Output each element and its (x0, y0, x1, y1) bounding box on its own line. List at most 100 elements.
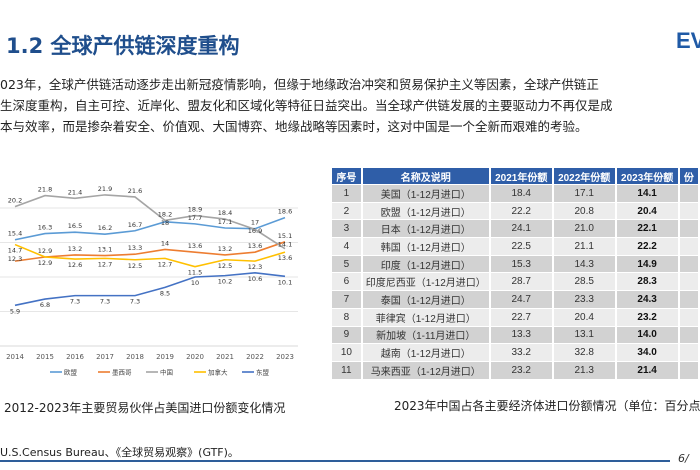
data-label: 12.3 (248, 263, 262, 271)
legend-label: 墨西哥 (112, 369, 132, 377)
table-cell-truncated (679, 344, 698, 361)
column-header: 序号 (332, 168, 361, 184)
table-cell: 14.3 (553, 255, 615, 273)
data-label: 5.9 (10, 307, 20, 315)
legend-label: 中国 (160, 368, 173, 377)
x-tick-label: 2018 (126, 353, 144, 361)
data-label: 18.9 (188, 206, 202, 214)
paragraph-line: 023年，全球产供链活动逐步走出新冠疫情影响，但缘于地缘政治冲突和贸易保护主义等… (0, 77, 599, 92)
data-label: 13.6 (278, 254, 292, 262)
data-label: 16.3 (38, 224, 52, 232)
table-cell: 18.4 (490, 185, 552, 202)
data-label: 18.4 (218, 209, 232, 217)
table-cell: 5 (332, 255, 361, 273)
data-label: 7.3 (100, 298, 110, 306)
table-row: 6 印度尼西亚（1-12月进口） 28.7 28.5 28.3 (332, 273, 698, 291)
table-cell: 23.2 (490, 361, 552, 379)
table-cell: 9 (332, 326, 361, 344)
table-cell: 20.4 (553, 308, 615, 326)
data-label: 13.3 (128, 244, 142, 252)
brand-logo: EV (676, 28, 700, 53)
table-row: 8 菲律宾（1-12月进口） 22.7 20.4 23.2 (332, 308, 698, 326)
table-cell: 15.3 (490, 255, 552, 273)
table-cell: 泰国（1-12月进口） (362, 291, 489, 308)
x-tick-label: 2016 (66, 353, 84, 361)
table-cell: 欧盟（1-12月进口） (362, 202, 489, 220)
table-cell: 21.3 (553, 361, 615, 379)
data-label: 12.7 (158, 260, 172, 268)
data-label: 21.9 (98, 185, 112, 193)
data-label: 10 (191, 279, 199, 287)
data-label: 12.9 (38, 247, 52, 255)
table-cell: 印度（1-12月进口） (362, 255, 489, 273)
legend-label: 加拿大 (208, 368, 228, 377)
data-label: 13.2 (218, 245, 232, 253)
data-label: 13.2 (68, 245, 82, 253)
table-cell: 6 (332, 273, 361, 291)
data-label: 14.1 (278, 240, 292, 248)
table-cell: 21.1 (553, 238, 615, 255)
table-row: 3 日本（1-12月进口） 24.1 21.0 22.1 (332, 220, 698, 238)
table-cell: 22.7 (490, 308, 552, 326)
table-row: 1 美国（1-12月进口） 18.4 17.1 14.1 (332, 185, 698, 202)
table-row: 9 新加坡（1-11月进口） 13.3 13.1 14.0 (332, 326, 698, 344)
intro-paragraph: 023年，全球产供链活动逐步走出新冠疫情影响，但缘于地缘政治冲突和贸易保护主义等… (0, 74, 700, 137)
data-label: 14.7 (8, 247, 22, 255)
table-cell: 韩国（1-12月进口） (362, 238, 489, 255)
table-cell: 2 (332, 202, 361, 220)
page-number: 6/ (678, 452, 689, 465)
data-label: 16.2 (98, 224, 112, 232)
data-label: 21.4 (68, 188, 82, 196)
data-label: 21.8 (38, 186, 52, 194)
table-cell: 14.9 (616, 255, 678, 273)
table-cell-truncated (679, 361, 698, 379)
table-cell: 24.7 (490, 291, 552, 308)
table-cell: 28.3 (616, 273, 678, 291)
table-cell-truncated (679, 326, 698, 344)
us-import-share-line-chart: 2014 2015 2016 2017 2018 2019 2020 2021 2022 2023… (0, 185, 298, 377)
footer-divider (0, 460, 670, 462)
data-label: 15.1 (278, 232, 292, 240)
table-cell: 1 (332, 185, 361, 202)
data-label: 11.5 (188, 269, 202, 277)
legend-label: 欧盟 (64, 368, 78, 377)
table-header-row: 序号 名称及说明 2021年份额 2022年份额 2023年份额份 (332, 168, 698, 184)
data-label: 12.7 (98, 260, 112, 268)
table-cell: 28.7 (490, 273, 552, 291)
table-cell: 4 (332, 238, 361, 255)
column-header: 2023年份额 (616, 168, 678, 184)
data-label: 7.3 (130, 298, 140, 306)
data-label: 8.5 (160, 289, 170, 297)
data-label: 12.5 (128, 262, 142, 270)
table-cell: 23.3 (553, 291, 615, 308)
table-cell: 14.1 (616, 185, 678, 202)
x-tick-label: 2023 (276, 353, 294, 361)
x-tick-label: 2020 (186, 353, 204, 361)
data-label: 10.1 (278, 278, 292, 286)
data-label: 12.9 (38, 259, 52, 267)
table-cell: 22.2 (490, 202, 552, 220)
column-header: 份 (679, 168, 698, 184)
data-label: 16.7 (128, 221, 142, 229)
table-row: 4 韩国（1-12月进口） 22.5 21.1 22.2 (332, 238, 698, 255)
table-cell: 14.0 (616, 326, 678, 344)
table-cell-truncated (679, 185, 698, 202)
table-cell: 21.4 (616, 361, 678, 379)
table-cell: 22.2 (616, 238, 678, 255)
data-label: 18.2 (158, 210, 172, 218)
table-cell: 7 (332, 291, 361, 308)
data-label: 18.6 (278, 208, 292, 216)
x-tick-label: 2017 (96, 353, 114, 361)
table-cell: 马来西亚（1-12月进口） (362, 361, 489, 379)
table-row: 2 欧盟（1-12月进口） 22.2 20.8 20.4 (332, 202, 698, 220)
x-tick-label: 2022 (246, 353, 264, 361)
table-cell: 17.1 (553, 185, 615, 202)
table-cell: 印度尼西亚（1-12月进口） (362, 273, 489, 291)
table-cell-truncated (679, 291, 698, 308)
table-cell: 22.1 (616, 220, 678, 238)
data-label: 10.6 (248, 275, 262, 283)
data-label: 12.5 (218, 262, 232, 270)
data-label: 13.6 (248, 242, 262, 250)
data-label: 20.2 (8, 197, 22, 205)
series-line-0 (14, 216, 286, 241)
